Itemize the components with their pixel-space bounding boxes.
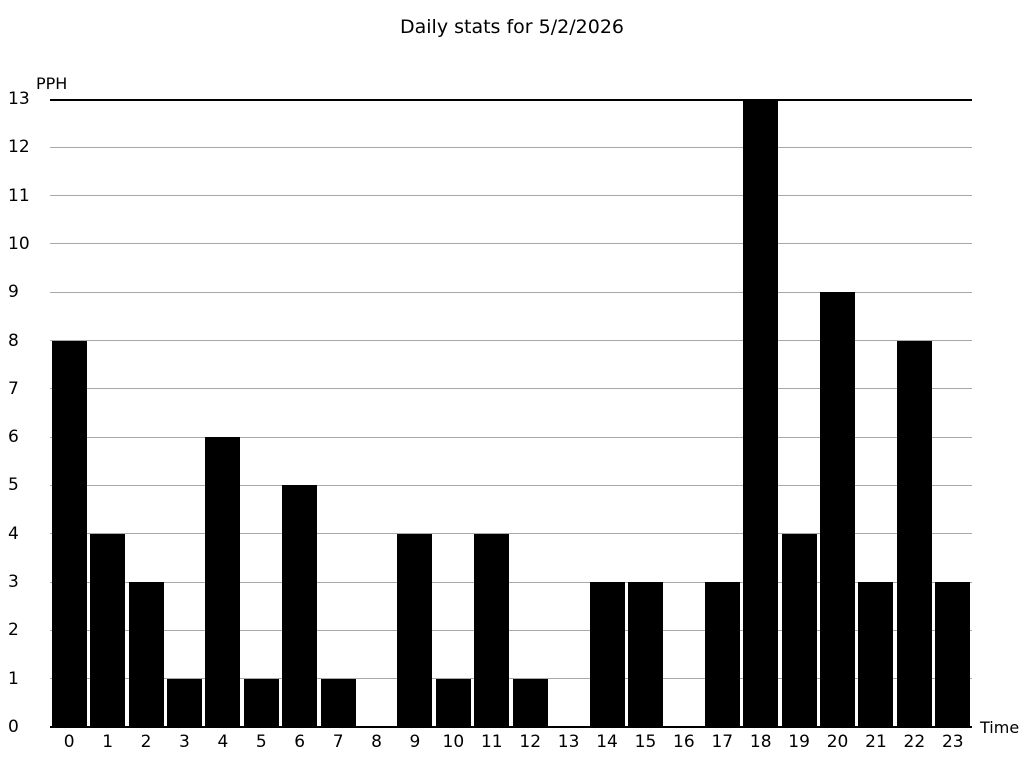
x-tick-label-17: 17 [711,732,734,752]
top-axis-line [50,99,972,101]
y-tick-label-6: 6 [8,427,19,448]
x-tick-label-0: 0 [63,732,75,752]
y-tick-label-4: 4 [8,523,19,544]
bar-hour-3 [166,678,202,727]
x-tick-label-21: 21 [865,732,887,752]
y-tick-label-2: 2 [8,620,19,641]
bar-hour-6 [282,485,318,727]
y-tick-label-9: 9 [8,282,19,303]
x-tick-label-4: 4 [217,732,229,752]
bar-hour-9 [397,533,433,727]
y-tick-label-0: 0 [8,717,19,737]
x-tick-label-22: 22 [903,732,926,752]
x-tick-label-18: 18 [749,732,772,752]
x-tick-label-14: 14 [596,732,618,752]
bar-hour-14 [589,582,625,727]
gridline [50,533,972,535]
gridline [50,629,972,631]
bar-hour-21 [858,582,894,727]
y-tick-label-3: 3 [8,572,19,593]
x-tick-label-15: 15 [634,732,657,752]
y-tick-label-1: 1 [8,668,19,689]
x-tick-label-12: 12 [519,732,542,752]
x-tick-label-7: 7 [332,732,344,752]
x-axis-line [50,726,972,728]
bar-hour-7 [320,678,356,727]
gridline [50,436,972,438]
gridline [50,291,972,293]
bar-hour-20 [820,292,856,727]
gridline [50,195,972,197]
x-tick-label-11: 11 [480,732,503,752]
bar-hour-15 [627,582,663,727]
x-tick-label-2: 2 [140,732,152,752]
plot-area [50,99,972,728]
bar-hour-18 [743,99,779,727]
bar-hour-2 [128,582,164,727]
x-tick-label-5: 5 [255,732,267,752]
x-tick-label-16: 16 [673,732,695,752]
y-tick-label-7: 7 [8,378,19,399]
gridline [50,388,972,390]
x-tick-label-13: 13 [557,732,580,752]
chart-title: Daily stats for 5/2/2026 [400,16,624,38]
y-tick-label-5: 5 [8,475,19,496]
gridline [50,146,972,148]
bar-hour-4 [205,437,241,727]
gridline [50,340,972,342]
gridline [50,678,972,680]
bar-hour-1 [90,533,126,727]
bar-hour-0 [51,340,87,727]
y-tick-label-11: 11 [8,185,30,206]
bar-hour-23 [935,582,971,727]
x-tick-label-10: 10 [442,732,465,752]
y-tick-label-13: 13 [8,89,30,109]
x-tick-label-20: 20 [826,732,849,752]
x-tick-label-6: 6 [294,732,306,752]
y-tick-label-8: 8 [8,330,19,351]
y-tick-label-10: 10 [8,233,30,254]
gridline [50,581,972,583]
gridline [50,243,972,245]
bar-hour-12 [512,678,548,727]
bar-hour-22 [896,340,932,727]
bar-hour-11 [474,533,510,727]
bar-hour-19 [781,533,817,727]
y-axis-label: PPH [36,74,68,93]
x-tick-label-3: 3 [179,732,190,752]
x-tick-label-23: 23 [941,732,964,752]
bar-hour-10 [435,678,471,727]
x-tick-label-8: 8 [371,732,382,752]
x-axis-label: Time [980,718,1020,737]
x-tick-label-1: 1 [102,732,114,752]
gridline [50,484,972,486]
x-tick-label-9: 9 [409,732,421,752]
x-tick-label-19: 19 [788,732,810,752]
bar-hour-17 [704,582,740,727]
y-tick-label-12: 12 [8,137,30,158]
bar-hour-5 [243,678,279,727]
